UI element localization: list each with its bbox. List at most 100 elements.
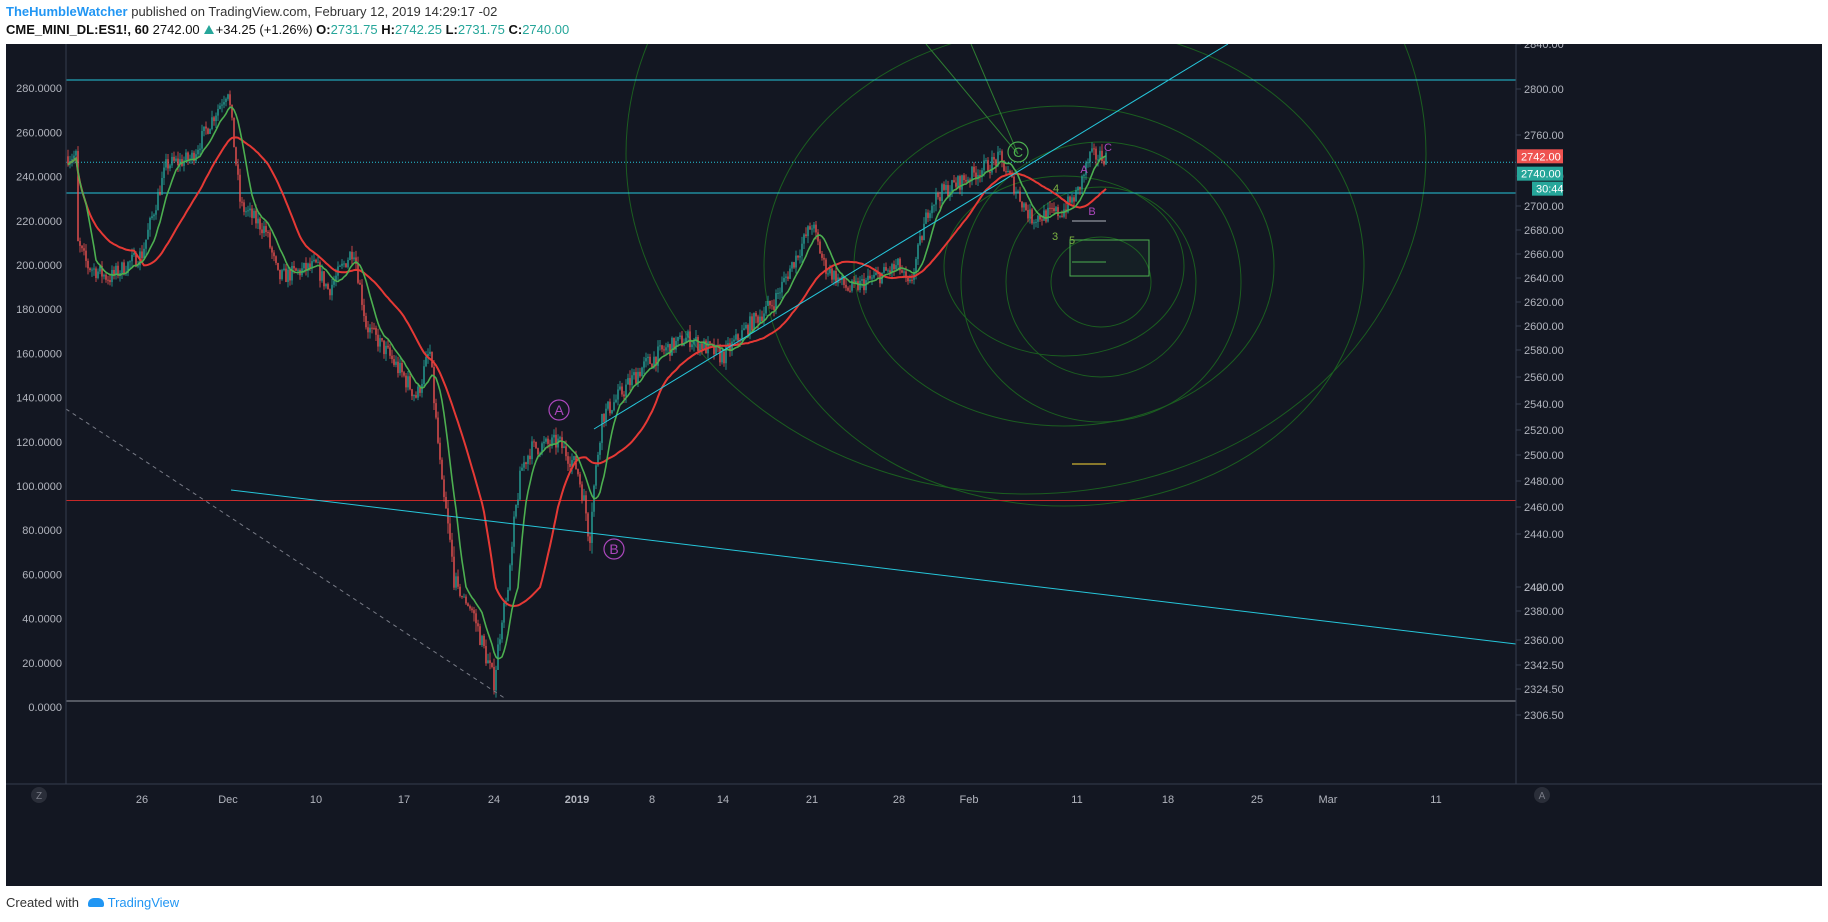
candle-body xyxy=(219,105,221,109)
candle-body xyxy=(741,330,743,341)
left-tick-label: 260.0000 xyxy=(16,127,62,139)
candle-body xyxy=(1001,151,1003,161)
candle-body xyxy=(767,300,769,306)
last-price: 2742.00 xyxy=(152,22,200,37)
tradingview-brand[interactable]: TradingView xyxy=(107,895,180,910)
candle-body xyxy=(479,626,481,645)
candle-body xyxy=(691,344,693,348)
candle-body xyxy=(165,159,167,168)
candle-body xyxy=(267,232,269,234)
candle-body xyxy=(153,214,155,217)
candle-body xyxy=(703,340,705,350)
up-arrow-icon xyxy=(203,25,214,34)
created-with-text: Created with xyxy=(6,895,79,910)
candle-body xyxy=(829,268,831,274)
candle-body xyxy=(639,371,641,377)
candle-body xyxy=(515,505,517,517)
left-tick-label: 160.0000 xyxy=(16,348,62,360)
candle-body xyxy=(657,346,659,366)
time-tick-label: Dec xyxy=(218,794,238,806)
close-value: 2740.00 xyxy=(522,22,570,37)
left-axis[interactable]: 280.0000 260.0000 240.0000 220.0000 200.0000… xyxy=(16,83,62,714)
candle-body xyxy=(97,271,99,278)
candle-body xyxy=(621,386,623,395)
candle-body xyxy=(87,260,89,269)
ohlc-line: CME_MINI_DL:ES1!, 60 2742.00 +34.25 (+1.2… xyxy=(6,22,569,37)
candle-body xyxy=(319,262,321,281)
candle-body xyxy=(127,262,129,273)
candle-body xyxy=(845,284,847,288)
candle-body xyxy=(487,660,489,664)
auto-scale-button[interactable] xyxy=(1534,787,1550,803)
candle-body xyxy=(211,117,213,130)
fib-circle xyxy=(763,44,1365,507)
candle-body xyxy=(771,305,773,307)
candle-body xyxy=(259,218,261,230)
candle-body xyxy=(525,462,527,465)
zoom-button[interactable] xyxy=(31,787,47,803)
candle-body xyxy=(393,359,395,365)
candle-body xyxy=(249,208,251,211)
candle-body xyxy=(681,335,683,346)
candle-body xyxy=(91,269,93,271)
fib-circles xyxy=(625,44,1427,507)
candle-body xyxy=(1025,203,1027,211)
candle-body xyxy=(953,180,955,183)
candle-body xyxy=(995,159,997,166)
candle-body xyxy=(103,274,105,277)
candle-body xyxy=(893,264,895,270)
candle-body xyxy=(817,232,819,242)
candle-body xyxy=(265,226,267,233)
last-price-tag xyxy=(1517,149,1563,164)
candle-body xyxy=(713,344,715,355)
candle-body xyxy=(645,358,647,362)
candle-body xyxy=(815,224,817,233)
candle-body xyxy=(933,204,935,206)
candle-body xyxy=(423,366,425,385)
candle-body xyxy=(1087,162,1089,164)
close-label: C: xyxy=(508,22,523,37)
candle-body xyxy=(753,313,755,331)
candle-body xyxy=(909,279,911,282)
candle-body xyxy=(757,316,759,323)
drawing-tools[interactable] xyxy=(66,44,1516,700)
price-tick-label: 2660.00 xyxy=(1524,249,1564,261)
left-tick-label: 80.0000 xyxy=(22,525,62,537)
candle-body xyxy=(283,268,285,271)
candle-body xyxy=(843,276,845,285)
candle-body xyxy=(923,223,925,241)
time-axis[interactable]: 26 Dec 10 17 24 2019 8 14 21 28 Feb 11 18 25 Mar 11 xyxy=(136,794,1442,806)
time-tick-label: 24 xyxy=(488,794,500,806)
zoom-icon: Z xyxy=(36,791,42,802)
candle-body xyxy=(223,102,225,105)
candle-body xyxy=(1069,196,1071,203)
candle-body xyxy=(907,277,909,282)
candle-body xyxy=(619,386,621,390)
candle-body xyxy=(793,262,795,268)
wave-circle xyxy=(1007,141,1029,163)
candle-body xyxy=(779,292,781,294)
candle-body xyxy=(745,324,747,329)
last-price-tag-label: 2742.00 xyxy=(1521,151,1561,163)
high-label: H: xyxy=(381,22,395,37)
candle-body xyxy=(485,646,487,664)
candle-body xyxy=(229,94,231,105)
candle-body xyxy=(435,403,437,418)
time-tick-label: 14 xyxy=(717,794,729,806)
candle-body xyxy=(641,367,643,377)
candle-body xyxy=(1029,209,1031,219)
author-name[interactable]: TheHumbleWatcher xyxy=(6,4,128,19)
fib-circle xyxy=(960,141,1242,423)
left-tick-label: 280.0000 xyxy=(16,83,62,95)
candle-body xyxy=(807,226,809,237)
time-tick-label: 18 xyxy=(1162,794,1174,806)
time-tick-label: 2019 xyxy=(565,794,589,806)
candle-body xyxy=(775,293,777,310)
left-tick-label: 0.0000 xyxy=(28,702,62,714)
price-axis[interactable]: 2840.002800.002760.002720.002700.002680.… xyxy=(1516,44,1564,722)
candle-body xyxy=(699,343,701,351)
wave-label: B xyxy=(609,541,618,557)
candle-body xyxy=(123,262,125,275)
